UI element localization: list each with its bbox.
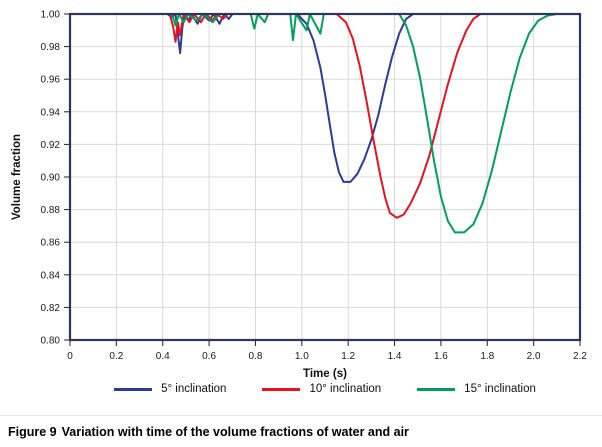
svg-text:1.6: 1.6 bbox=[434, 351, 448, 362]
legend-label-15deg: 15° inclination bbox=[464, 383, 536, 395]
svg-text:0.84: 0.84 bbox=[41, 270, 61, 281]
legend-line-swatch-10deg bbox=[262, 387, 301, 391]
svg-text:0.8: 0.8 bbox=[249, 351, 263, 362]
svg-text:0.86: 0.86 bbox=[41, 238, 61, 249]
legend-item-15deg: 15° inclination bbox=[417, 383, 536, 395]
legend-line-swatch-5deg bbox=[114, 387, 153, 391]
svg-text:Time (s): Time (s) bbox=[303, 368, 347, 380]
svg-text:0.4: 0.4 bbox=[156, 351, 170, 362]
svg-text:Volume fraction: Volume fraction bbox=[11, 134, 23, 220]
figure-caption-label: Figure 9 bbox=[8, 425, 57, 439]
svg-text:2.2: 2.2 bbox=[573, 351, 587, 362]
volume-fraction-chart: 0 0.2 0.4 0.6 0.8 1.0 1.2 1.4 1.6 1.8 2.0 2.2 0.80 0.… bbox=[0, 10, 602, 396]
chart-canvas: 0 0.2 0.4 0.6 0.8 1.0 1.2 1.4 1.6 1.8 2.0 2.2 0.80 0.… bbox=[11, 10, 587, 381]
svg-text:1.00: 1.00 bbox=[41, 10, 61, 21]
svg-text:0.82: 0.82 bbox=[41, 303, 61, 314]
legend-label-5deg: 5° inclination bbox=[161, 383, 227, 395]
svg-text:1.8: 1.8 bbox=[480, 351, 494, 362]
legend-line-swatch-15deg bbox=[417, 387, 456, 391]
svg-text:1.0: 1.0 bbox=[295, 351, 309, 362]
svg-text:2.0: 2.0 bbox=[527, 351, 541, 362]
svg-text:0.92: 0.92 bbox=[41, 140, 61, 151]
svg-text:0.96: 0.96 bbox=[41, 75, 61, 86]
svg-text:0.80: 0.80 bbox=[41, 336, 61, 347]
legend-item-10deg: 10° inclination bbox=[262, 383, 381, 395]
legend-label-10deg: 10° inclination bbox=[309, 383, 382, 395]
svg-text:1.2: 1.2 bbox=[341, 351, 355, 362]
svg-text:0.88: 0.88 bbox=[41, 205, 61, 216]
figure-caption: Figure 9 Variation with time of the volum… bbox=[0, 415, 602, 447]
svg-text:0.98: 0.98 bbox=[41, 42, 61, 53]
legend-item-5deg: 5° inclination bbox=[114, 383, 226, 395]
svg-text:0.90: 0.90 bbox=[41, 173, 61, 184]
svg-text:0: 0 bbox=[67, 351, 73, 362]
svg-text:0.6: 0.6 bbox=[202, 351, 216, 362]
chart-legend: 5° inclination 10° inclination 15° incli… bbox=[0, 383, 602, 395]
svg-text:0.2: 0.2 bbox=[109, 351, 123, 362]
svg-text:0.94: 0.94 bbox=[41, 107, 61, 118]
figure-caption-text: Variation with time of the volume fracti… bbox=[61, 425, 409, 439]
svg-text:1.4: 1.4 bbox=[388, 351, 402, 362]
